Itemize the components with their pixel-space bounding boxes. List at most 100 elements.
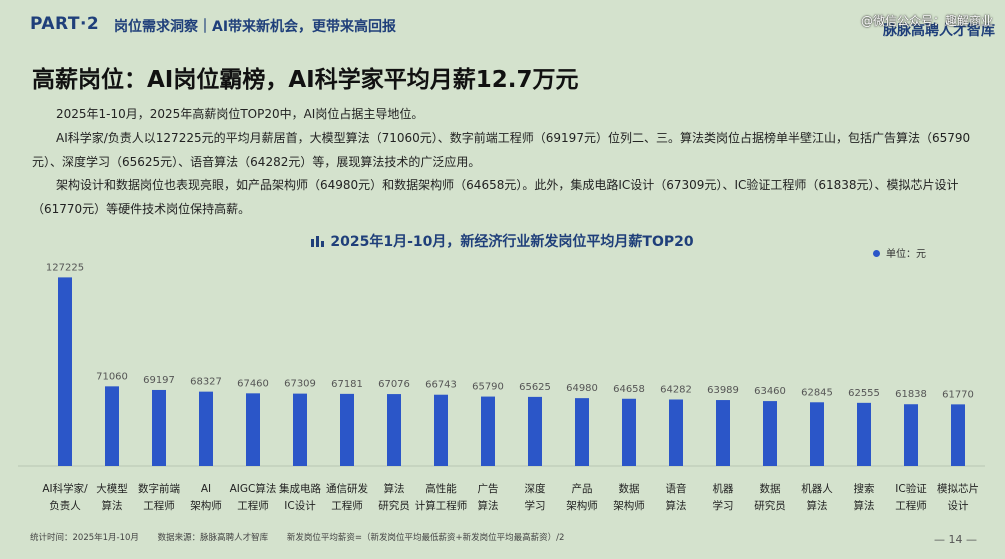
watermark: @微信公众号：趣解商业: [860, 14, 993, 28]
bar-9: [434, 394, 448, 466]
bar-chart-icon: [311, 236, 325, 247]
brand-name: 脉脉高聘人才智库: [883, 23, 995, 39]
bar-18: [857, 402, 871, 466]
footnote-period: 统计时间：2025年1月-10月: [30, 533, 139, 543]
category-label: IC验证: [895, 482, 927, 495]
legend-marker: [873, 250, 880, 257]
category-label: 语音: [666, 482, 687, 495]
category-label: 工程师: [895, 499, 927, 512]
category-label: 算法: [102, 499, 123, 512]
category-label: 数据: [760, 482, 781, 495]
category-label: 研究员: [754, 499, 786, 512]
bar-value-label: 65625: [519, 382, 551, 393]
bar-1: [58, 277, 72, 466]
bar-12: [575, 398, 589, 466]
category-label: 架构师: [190, 499, 222, 512]
category-label: 架构师: [566, 499, 598, 512]
bar-14: [669, 399, 683, 466]
category-label: AI科学家/: [42, 482, 88, 495]
bar-11: [528, 396, 542, 466]
category-label: 学习: [713, 499, 734, 512]
bar-15: [716, 400, 730, 466]
category-label: 设计: [948, 499, 969, 512]
chart-legend: 单位：元: [873, 245, 926, 260]
bar-value-label: 63989: [707, 385, 739, 396]
bar-10: [481, 396, 495, 466]
bar-value-label: 61770: [942, 389, 974, 400]
category-label: 广告: [478, 482, 499, 495]
bar-value-label: 69197: [143, 375, 175, 386]
bar-value-label: 68327: [190, 377, 222, 388]
bar-2: [105, 386, 119, 466]
category-label: 集成电路: [279, 482, 321, 495]
chart-title-text: 2025年1月-10月，新经济行业新发岗位平均月薪TOP20: [330, 234, 694, 250]
category-label: IC设计: [284, 499, 316, 512]
footnote: 统计时间：2025年1月-10月 数据来源：脉脉高聘人才智库 新发岗位平均薪资=…: [30, 531, 580, 543]
legend-unit-label: 单位：元: [886, 249, 926, 260]
category-label: 高性能: [425, 482, 457, 495]
category-label: 算法: [807, 499, 828, 512]
bar-13: [622, 398, 636, 466]
bar-4: [199, 391, 213, 466]
category-label: 工程师: [237, 499, 269, 512]
category-label: 计算工程师: [415, 499, 468, 512]
bar-3: [152, 389, 166, 466]
bar-value-label: 62555: [848, 388, 880, 399]
part-label: PART·2: [30, 14, 100, 34]
bar-value-label: 67460: [237, 378, 269, 389]
category-label: 搜索: [854, 482, 875, 495]
category-label: 数据: [619, 482, 640, 495]
category-label: 研究员: [378, 499, 410, 512]
category-label: AI: [201, 483, 211, 495]
category-label: 机器: [713, 482, 734, 495]
paragraph-ai-roles: AI科学家/负责人以127225元的平均月薪居首，大模型算法（71060元）、数…: [32, 131, 971, 169]
bar-value-label: 71060: [96, 371, 128, 382]
bar-value-label: 67076: [378, 379, 410, 390]
top-bar: PART·2 岗位需求洞察｜AI带来新机会，更带来高回报 脉脉高聘人才智库 @微…: [0, 0, 1005, 48]
paragraph-intro: 2025年1-10月，2025年高薪岗位TOP20中，AI岗位占据主导地位。: [56, 107, 424, 121]
chart-title: 2025年1月-10月，新经济行业新发岗位平均月薪TOP20: [0, 231, 1005, 251]
page-number: — 14 —: [934, 533, 977, 546]
footnote-formula: 新发岗位平均薪资=（新发岗位平均最低薪资+新发岗位平均最高薪资）/2: [286, 533, 565, 543]
bar-value-label: 67181: [331, 379, 363, 390]
category-label: 深度: [525, 482, 546, 495]
category-label: 算法: [666, 499, 687, 512]
bar-value-label: 67309: [284, 379, 316, 390]
category-label: 负责人: [49, 499, 81, 512]
category-label: 大模型: [96, 482, 128, 495]
bar-value-label: 64980: [566, 383, 598, 394]
bar-19: [904, 404, 918, 466]
category-label: 工程师: [331, 499, 363, 512]
bar-17: [810, 402, 824, 466]
section-title: 岗位需求洞察｜AI带来新机会，更带来高回报: [114, 19, 397, 35]
bar-value-label: 127225: [46, 262, 84, 273]
category-label: 产品: [572, 482, 593, 495]
page-headline: 高薪岗位：AI岗位霸榜，AI科学家平均月薪12.7万元: [32, 67, 579, 93]
bar-value-label: 64282: [660, 384, 692, 395]
bar-value-label: 65790: [472, 382, 504, 393]
bar-20: [951, 404, 965, 466]
footnote-source: 数据来源：脉脉高聘人才智库: [157, 533, 269, 543]
category-label: 算法: [478, 499, 499, 512]
category-label: 模拟芯片: [937, 482, 979, 495]
bar-value-label: 62845: [801, 387, 833, 398]
category-label: 机器人: [801, 482, 833, 495]
bar-value-label: 64658: [613, 384, 645, 395]
bar-value-label: 63460: [754, 386, 786, 397]
category-label: 架构师: [613, 499, 645, 512]
paragraph-hardware-roles: 架构设计和数据岗位也表现亮眼，如产品架构师（64980元）和数据架构师（6465…: [32, 178, 959, 216]
category-label: 学习: [525, 499, 546, 512]
category-label: 工程师: [143, 499, 175, 512]
bar-5: [246, 393, 260, 466]
category-label: 算法: [384, 482, 405, 495]
bar-value-label: 61838: [895, 389, 927, 400]
category-label: AIGC算法: [230, 482, 277, 495]
bar-6: [293, 393, 307, 466]
category-label: 通信研发: [326, 482, 368, 495]
bar-16: [763, 401, 777, 466]
bar-7: [340, 393, 354, 466]
bar-value-label: 66743: [425, 380, 457, 391]
category-label: 数字前端: [138, 482, 180, 495]
category-label: 算法: [854, 499, 875, 512]
